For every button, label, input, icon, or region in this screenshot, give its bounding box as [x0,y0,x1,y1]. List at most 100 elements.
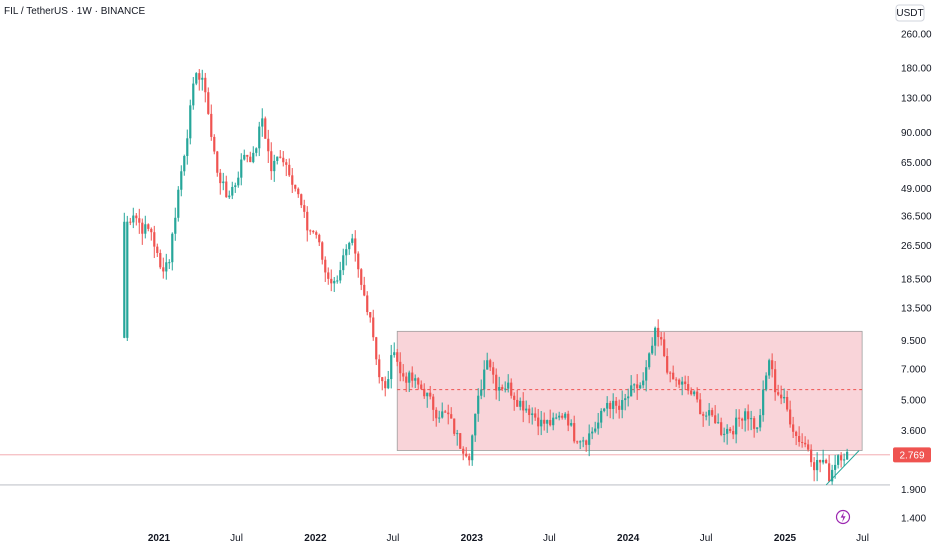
candle [507,374,510,393]
candle-body [126,221,129,338]
candle [777,384,780,397]
candle-body [213,136,216,152]
candle-body [744,411,747,421]
candle-body [600,410,603,423]
candle [609,400,612,419]
candle [462,446,465,461]
candle [489,358,492,371]
time-axis[interactable]: 2021 Jul 2022 Jul 2023 Jul 2024 Jul 2025 Jul [148,533,869,544]
candle-body [525,408,528,411]
candle [381,376,384,391]
candle-body [816,459,819,471]
candle [573,415,576,444]
candle-body [678,379,681,385]
candle-body [396,352,399,362]
candle [636,374,639,400]
candle [834,454,837,479]
candle-body [762,389,765,416]
candle [228,190,231,199]
candle [378,354,381,384]
candle [474,413,477,442]
candle [294,184,297,192]
candle-body [759,415,762,428]
candle [681,376,684,396]
candle-body [402,373,405,377]
candle-body [201,77,204,80]
candle-body [390,355,393,380]
candle-body [168,262,171,264]
candle [816,452,819,482]
candle [735,409,738,444]
candle-body [831,469,834,482]
candle-body [672,372,675,380]
candle [264,116,267,139]
trendline-layer[interactable] [825,450,860,486]
candle [360,268,363,291]
price-tick-label: 26.500 [901,241,932,252]
candle [285,158,288,177]
candle-body [624,398,627,401]
candle [762,380,765,422]
currency-badge[interactable] [895,4,925,22]
candle [150,227,153,241]
candle [534,407,537,421]
last-price-label: 2.769 [899,450,924,461]
candle [501,384,504,392]
candle [147,223,150,232]
trendline[interactable] [825,450,860,486]
candle-body [633,384,636,386]
candle [756,427,759,433]
time-tick-label: Jul [700,533,713,544]
price-tick-label: 1.400 [901,514,926,525]
candle [612,393,615,420]
candle-body [381,377,384,382]
candle [492,361,495,384]
candle [675,377,678,387]
candle-body [378,359,381,378]
price-tick-label: 130.000 [901,94,932,105]
candle-body [216,151,219,173]
candle-body [180,171,183,190]
candle-body [198,73,201,80]
candle [480,379,483,400]
candle-body [432,396,435,410]
candle [546,419,549,433]
candle-body [414,378,417,381]
candle [810,444,813,467]
candle [372,309,375,341]
lightning-icon[interactable] [835,509,851,525]
candle [348,241,351,255]
candle-body [159,252,162,268]
price-tick-label: 1.900 [901,485,926,496]
candle-body [288,164,291,176]
candle-body [531,413,534,416]
candle [132,207,135,229]
candle [183,154,186,176]
candle [747,404,750,431]
candle-body [369,312,372,318]
candle [393,342,396,358]
candle-body [312,230,315,233]
candle-body [501,387,504,390]
range-zone-rect[interactable] [396,330,863,451]
candle [198,69,201,91]
candle [363,276,366,297]
candle-body [264,118,267,139]
candle-body [189,105,192,139]
candle [663,332,666,358]
candle [351,233,354,246]
candle [246,154,249,163]
candle [570,419,573,427]
candle-body [486,360,489,370]
candle [537,408,540,436]
time-tick-label: Jul [856,533,869,544]
candle-body [495,374,498,391]
candle-body [771,360,774,370]
candle-body [129,221,132,223]
time-tick-label: 2024 [617,533,640,544]
candle [135,213,138,226]
candle [435,407,438,427]
candle-body [837,455,840,465]
candle-body [576,441,579,443]
